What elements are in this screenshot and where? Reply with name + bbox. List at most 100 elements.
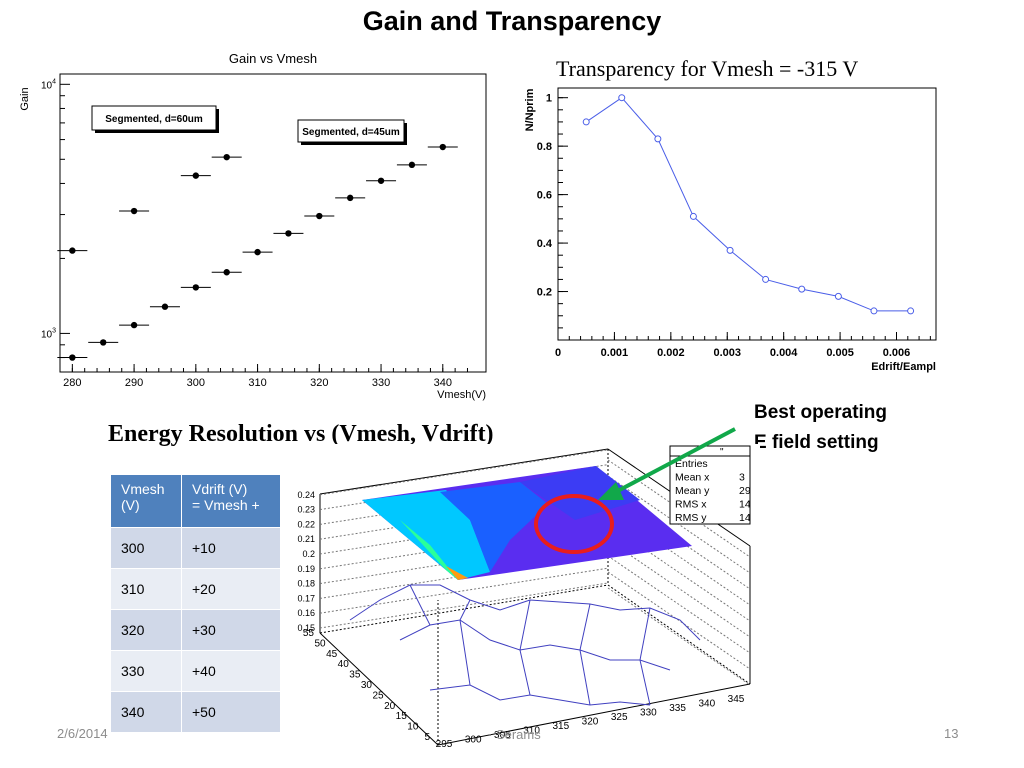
gain-data-point	[285, 230, 292, 237]
transparency-x-tick-label: 0.006	[883, 347, 911, 359]
surface-stats-value: 29	[739, 485, 751, 497]
surface-y-tick-label: 15	[396, 711, 408, 722]
transparency-x-tick-label: 0.002	[657, 347, 685, 359]
surface-stats-value: 14	[739, 512, 751, 524]
gain-x-tick-label: 310	[248, 377, 266, 389]
best-point-circle	[534, 494, 614, 554]
surface-z-tick-label: 0.21	[297, 534, 315, 544]
header-vdrift-line2: = Vmesh +	[192, 497, 260, 513]
surface-stats-label: Entries	[675, 458, 708, 470]
surface-z-tick-label: 0.2	[302, 549, 315, 559]
gain-legend-box	[297, 119, 405, 143]
gain-plot-frame	[59, 73, 487, 373]
surface-side-gridline	[607, 571, 751, 670]
surface-z-tick-label: 0.18	[297, 579, 315, 589]
gain-data-point	[100, 339, 107, 346]
surface-y-tick-label: 50	[314, 638, 326, 649]
gain-data-point	[408, 161, 416, 169]
surface-z-tick-label: 0.23	[297, 505, 315, 515]
gain-legend-label: Segmented, d=60um	[105, 114, 203, 125]
transparency-x-tick-label: 0	[555, 347, 561, 359]
surface-z-tick-label: 0.22	[297, 519, 315, 529]
gain-chart: Gain vs Vmesh 280 290 300 310 320 330 340 103 104…	[18, 44, 493, 402]
gain-y-tick-label: 103	[41, 327, 56, 340]
header-vmesh-line2: (V)	[121, 497, 140, 513]
gain-y-axis-label: Gain	[19, 87, 31, 110]
transparency-x-tick-label: 0.003	[713, 347, 741, 359]
transparency-y-tick-label: 0.4	[537, 238, 553, 250]
transparency-data-point	[834, 292, 842, 300]
gain-y-tick-label: 104	[41, 78, 56, 91]
surface-box-edge	[437, 683, 751, 746]
surface-mesh-line	[639, 607, 651, 661]
gain-data-point	[254, 248, 261, 256]
surface-mesh-line	[579, 649, 591, 706]
surface-y-tick-label: 25	[372, 690, 384, 701]
page-number: 13	[944, 726, 959, 741]
transparency-x-tick-label: 0.001	[601, 347, 629, 359]
surface-z-gridline	[319, 582, 609, 629]
transparency-y-tick-label: 1	[546, 93, 552, 105]
surface-z-tick-label: 0.15	[297, 623, 315, 633]
table-row: 340 +50	[110, 691, 283, 733]
surface-x-tick-label: 295	[436, 739, 453, 750]
transparency-chart: 0 0.001 0.002 0.003 0.004 0.005 0.006 0.2 0.4 0.6…	[524, 87, 937, 373]
surface-stats-box	[669, 445, 751, 525]
surface-heatmap-blue	[440, 482, 548, 572]
gain-data-point	[69, 247, 76, 254]
surface-x-tick-label: 325	[611, 712, 628, 723]
slide-title: Gain and Transparency	[362, 6, 662, 36]
surface-y-tick-label: 55	[303, 628, 315, 639]
gain-x-tick-label: 330	[372, 377, 390, 389]
surface-x-tick-label: 345	[728, 694, 745, 705]
surface-mesh-line	[519, 649, 531, 696]
surface-mesh-line	[639, 659, 651, 706]
table-cell: 340	[110, 691, 182, 733]
table-cell: 310	[110, 568, 182, 610]
surface-box-edge	[319, 632, 439, 746]
gain-data-point	[69, 354, 76, 361]
best-operating-annotation: Best operating E field setting	[754, 398, 887, 458]
transparency-data-point	[582, 118, 590, 126]
surface-z-tick-label: 0.16	[297, 608, 315, 618]
surface-stats-label: RMS x	[675, 499, 707, 511]
surface-box-edge	[319, 584, 609, 634]
gain-x-tick-label: 290	[125, 377, 143, 389]
gain-data-point	[439, 143, 446, 151]
table-header-vmesh: Vmesh (V)	[110, 474, 182, 528]
table-cell: +30	[181, 609, 283, 651]
surface-mesh-line	[579, 603, 591, 651]
surface-side-gridline	[607, 555, 751, 654]
table-cell: +50	[181, 691, 283, 733]
transparency-data-point	[689, 212, 697, 220]
transparency-plot-frame	[557, 87, 937, 341]
surface-side-gridline	[607, 587, 751, 686]
transparency-y-tick-label: 0.6	[537, 190, 552, 202]
gain-x-tick-label: 320	[310, 377, 328, 389]
gain-x-axis-label: Vmesh(V)	[437, 389, 486, 401]
gain-data-point	[192, 172, 200, 179]
gain-legend-box	[91, 105, 217, 131]
surface-y-tick-label: 45	[326, 649, 338, 660]
surface-heatmap-orange	[446, 566, 468, 580]
gain-x-tick-label: 300	[187, 377, 205, 389]
surface-y-tick-label: 35	[349, 670, 361, 681]
surface-mesh-line	[429, 684, 651, 706]
transparency-series-line	[585, 97, 911, 312]
surface-stats-value: 3	[739, 472, 745, 484]
surface-box-edge	[607, 584, 751, 685]
surface-y-tick-label: 30	[361, 680, 373, 691]
transparency-chart-title: Transparency for Vmesh = -315 V	[556, 56, 859, 81]
surface-stats-label: Mean y	[675, 485, 710, 497]
surface-y-tick-label: 20	[384, 701, 396, 712]
transparency-data-point	[907, 307, 915, 315]
surface-mesh-line	[459, 599, 471, 621]
gain-x-tick-label: 340	[434, 377, 452, 389]
surface-z-gridline	[319, 449, 609, 496]
surface-z-gridline	[319, 567, 609, 614]
transparency-x-axis-label: Edrift/Eampl	[871, 361, 936, 373]
vmesh-vdrift-table: Vmesh (V) Vdrift (V) = Vmesh + 300 +10 3…	[110, 474, 283, 733]
gain-x-tick-label: 280	[63, 377, 81, 389]
footer-date: 2/6/2014	[57, 726, 108, 741]
